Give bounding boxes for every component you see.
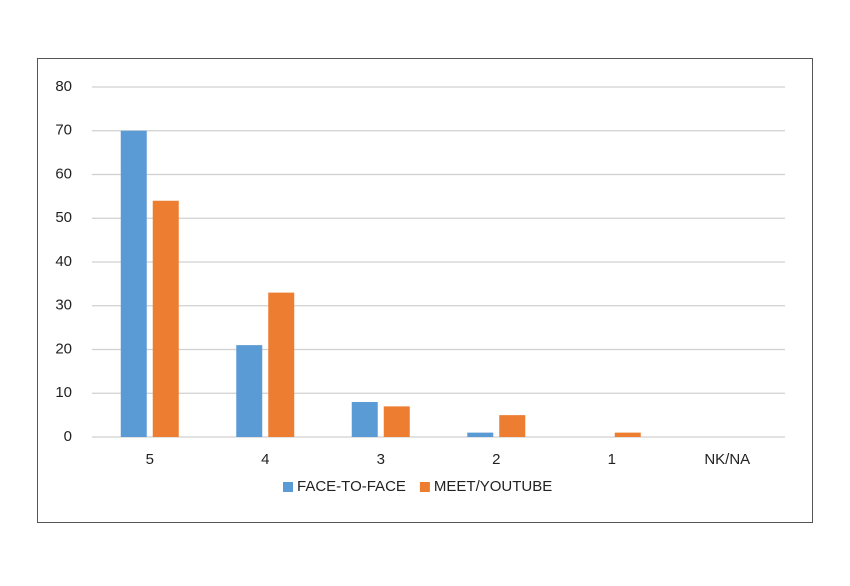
legend-label: FACE-TO-FACE [297,478,406,495]
legend-label: MEET/YOUTUBE [434,478,552,495]
x-tick-label: 4 [261,451,269,468]
y-tick-label: 30 [55,297,72,314]
bar [467,432,494,437]
y-tick-label: 10 [55,384,72,401]
bar [499,415,526,437]
bar [351,402,378,437]
y-tick-label: 60 [55,165,72,182]
x-tick-label: 5 [146,451,154,468]
y-tick-label: 40 [55,253,72,270]
legend-swatch [283,482,293,492]
y-tick-label: 50 [55,209,72,226]
x-tick-label: 1 [608,451,616,468]
bar [236,345,263,437]
bar [383,406,410,437]
y-tick-label: 80 [55,78,72,95]
x-tick-label: 3 [377,451,385,468]
bar [614,432,641,437]
bar [268,292,295,437]
y-tick-label: 70 [55,122,72,139]
y-tick-label: 20 [55,340,72,357]
x-tick-label: NK/NA [704,451,750,468]
y-tick-label: 0 [64,428,72,445]
legend-swatch [419,482,430,492]
bar [152,200,179,437]
bar [120,130,147,437]
x-tick-label: 2 [492,451,500,468]
